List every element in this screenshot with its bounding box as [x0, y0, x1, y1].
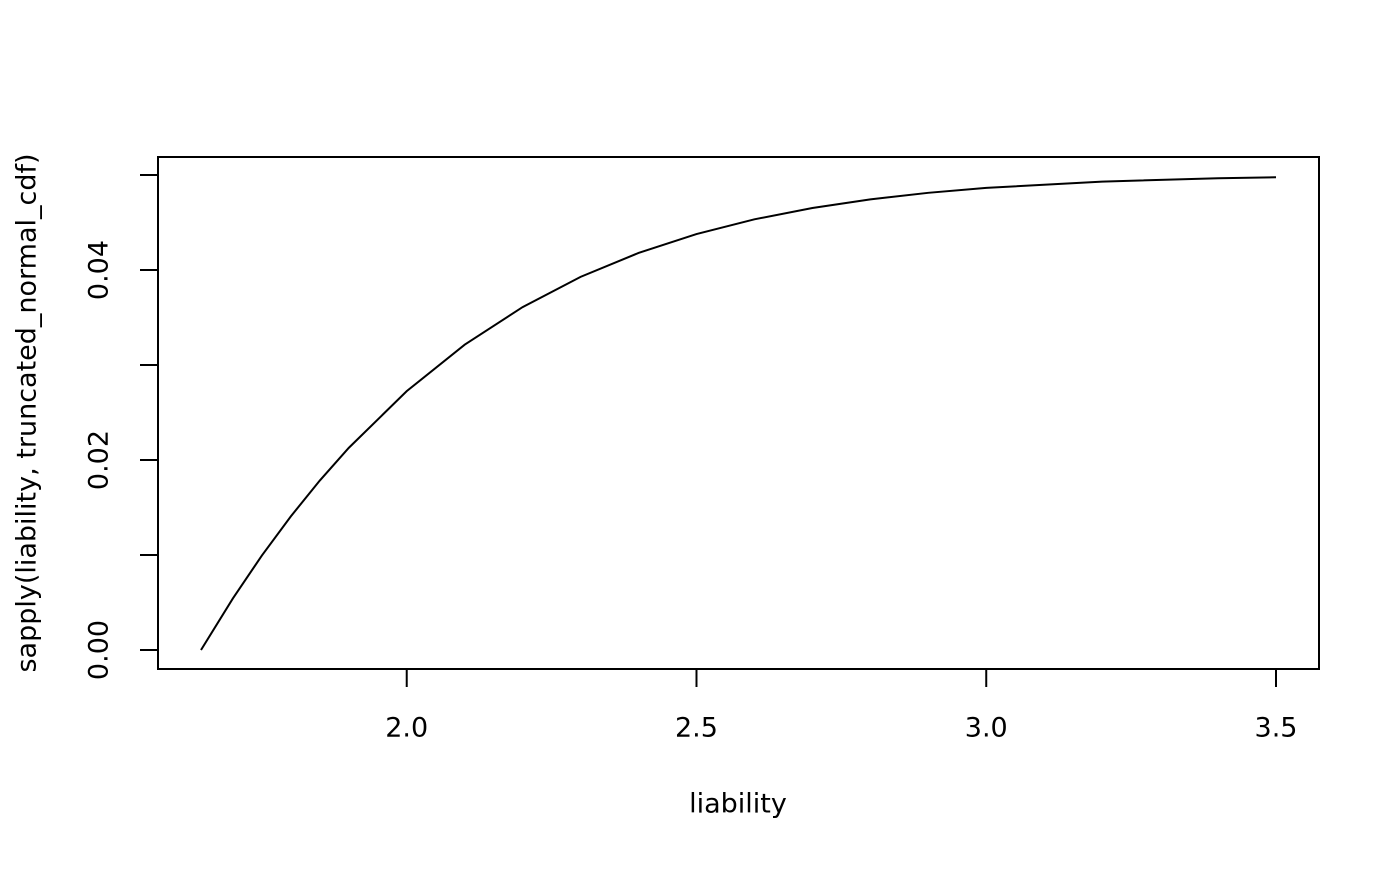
x-tick-label: 2.0 [385, 713, 428, 744]
x-tick-label: 3.5 [1255, 713, 1298, 744]
plot-frame [157, 156, 1320, 670]
y-tick-label: 0.04 [84, 240, 115, 300]
x-tick-label: 2.5 [675, 713, 718, 744]
y-tick-label: 0.02 [84, 430, 115, 490]
y-axis-label: sapply(liability, truncated_normal_cdf) [12, 153, 43, 672]
x-axis-label: liability [689, 789, 787, 820]
x-tick-label: 3.0 [965, 713, 1008, 744]
line [200, 176, 1277, 651]
y-tick-label: 0.00 [84, 620, 115, 680]
